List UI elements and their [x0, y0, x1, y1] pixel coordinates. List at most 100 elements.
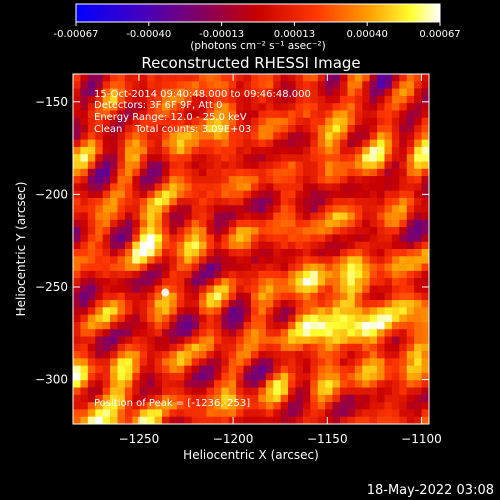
heatmap-cell — [124, 387, 133, 396]
heatmap-cell — [162, 95, 170, 104]
heatmap-cell — [362, 285, 370, 294]
heatmap-cell — [80, 161, 89, 170]
heatmap-cell — [117, 285, 126, 294]
heatmap-cell — [162, 343, 170, 352]
heatmap-cell — [73, 409, 81, 418]
heatmap-cell — [162, 132, 170, 140]
heatmap-cell — [191, 219, 200, 228]
heatmap-cell — [169, 285, 178, 294]
heatmap-cell — [414, 380, 422, 388]
heatmap-cell — [80, 190, 89, 199]
heatmap-cell — [265, 387, 274, 396]
heatmap-cell — [228, 394, 237, 403]
heatmap-cell — [317, 176, 326, 184]
y-axis: −150−200−250−300 — [35, 95, 429, 387]
heatmap-cell — [199, 314, 207, 323]
heatmap-cell — [317, 161, 326, 170]
heatmap-cell — [377, 270, 385, 279]
heatmap-cell — [362, 336, 370, 345]
heatmap-cell — [302, 270, 311, 279]
heatmap-cell — [132, 234, 141, 243]
heatmap-cell — [124, 256, 133, 264]
heatmap-cell — [340, 110, 348, 119]
heatmap-cell — [184, 387, 192, 396]
heatmap-cell — [199, 74, 207, 82]
heatmap-cell — [95, 343, 103, 352]
y-tick-label: −200 — [35, 187, 68, 201]
heatmap-cell — [139, 372, 148, 381]
heatmap-cell — [362, 117, 370, 126]
heatmap-cell — [169, 263, 178, 272]
heatmap-cell — [340, 197, 348, 206]
heatmap-cell — [332, 219, 341, 228]
heatmap-cell — [258, 351, 267, 359]
heatmap-cell — [132, 387, 141, 396]
heatmap-cell — [347, 110, 356, 119]
heatmap-cell — [176, 307, 185, 315]
heatmap-cell — [384, 117, 393, 126]
heatmap-cell — [258, 307, 267, 315]
heatmap-cell — [154, 139, 163, 148]
heatmap-cell — [236, 351, 244, 359]
heatmap-cell — [132, 270, 141, 279]
heatmap-cell — [154, 300, 163, 308]
heatmap-cell — [243, 197, 252, 206]
heatmap-cell — [199, 88, 207, 97]
heatmap-cell — [280, 125, 289, 133]
heatmap-cell — [80, 139, 89, 148]
heatmap-cell — [377, 176, 385, 184]
heatmap-cell — [199, 365, 207, 374]
heatmap-cell — [377, 227, 385, 235]
heatmap-cell — [80, 117, 89, 126]
heatmap-cell — [73, 249, 81, 257]
heatmap-cell — [347, 307, 356, 315]
heatmap-cell — [251, 176, 259, 184]
heatmap-cell — [406, 110, 415, 119]
heatmap-cell — [243, 125, 252, 133]
heatmap-cell — [147, 402, 155, 410]
heatmap-cell — [362, 278, 370, 286]
heatmap-cell — [391, 81, 400, 89]
heatmap-cell — [191, 351, 200, 359]
heatmap-cell — [169, 256, 178, 264]
heatmap-cell — [213, 212, 222, 221]
heatmap-cell — [199, 103, 207, 111]
heatmap-cell — [406, 168, 415, 177]
heatmap-cell — [243, 88, 252, 97]
heatmap-cell — [110, 110, 118, 119]
heatmap-cell — [139, 314, 148, 323]
heatmap-cell — [399, 234, 408, 243]
heatmap-cell — [325, 212, 333, 221]
heatmap-cell — [236, 219, 244, 228]
heatmap-cell — [391, 278, 400, 286]
heatmap-cell — [399, 365, 408, 374]
heatmap-cell — [384, 154, 393, 162]
heatmap-cell — [377, 154, 385, 162]
heatmap-cell — [236, 190, 244, 199]
heatmap-cell — [73, 161, 81, 170]
heatmap-cell — [162, 176, 170, 184]
heatmap-cell — [354, 168, 363, 177]
heatmap-cell — [184, 372, 192, 381]
heatmap-cell — [273, 139, 281, 148]
heatmap-cell — [176, 88, 185, 97]
heatmap-cell — [206, 249, 215, 257]
heatmap-cell — [251, 197, 259, 206]
heatmap-cell — [399, 154, 408, 162]
heatmap-cell — [251, 307, 259, 315]
heatmap-cell — [399, 321, 408, 330]
heatmap-cell — [162, 161, 170, 170]
y-tick-label: −300 — [35, 373, 68, 387]
heatmap-cell — [280, 234, 289, 243]
heatmap-cell — [295, 285, 304, 294]
heatmap-cell — [176, 183, 185, 191]
heatmap-cell — [421, 307, 429, 315]
heatmap-cell — [176, 168, 185, 177]
heatmap-cell — [302, 329, 311, 337]
heatmap-cell — [228, 161, 237, 170]
heatmap-cell — [176, 372, 185, 381]
heatmap-cell — [184, 168, 192, 177]
heatmap-cell — [73, 81, 81, 89]
heatmap-cell — [95, 351, 103, 359]
heatmap-cell — [206, 132, 215, 140]
